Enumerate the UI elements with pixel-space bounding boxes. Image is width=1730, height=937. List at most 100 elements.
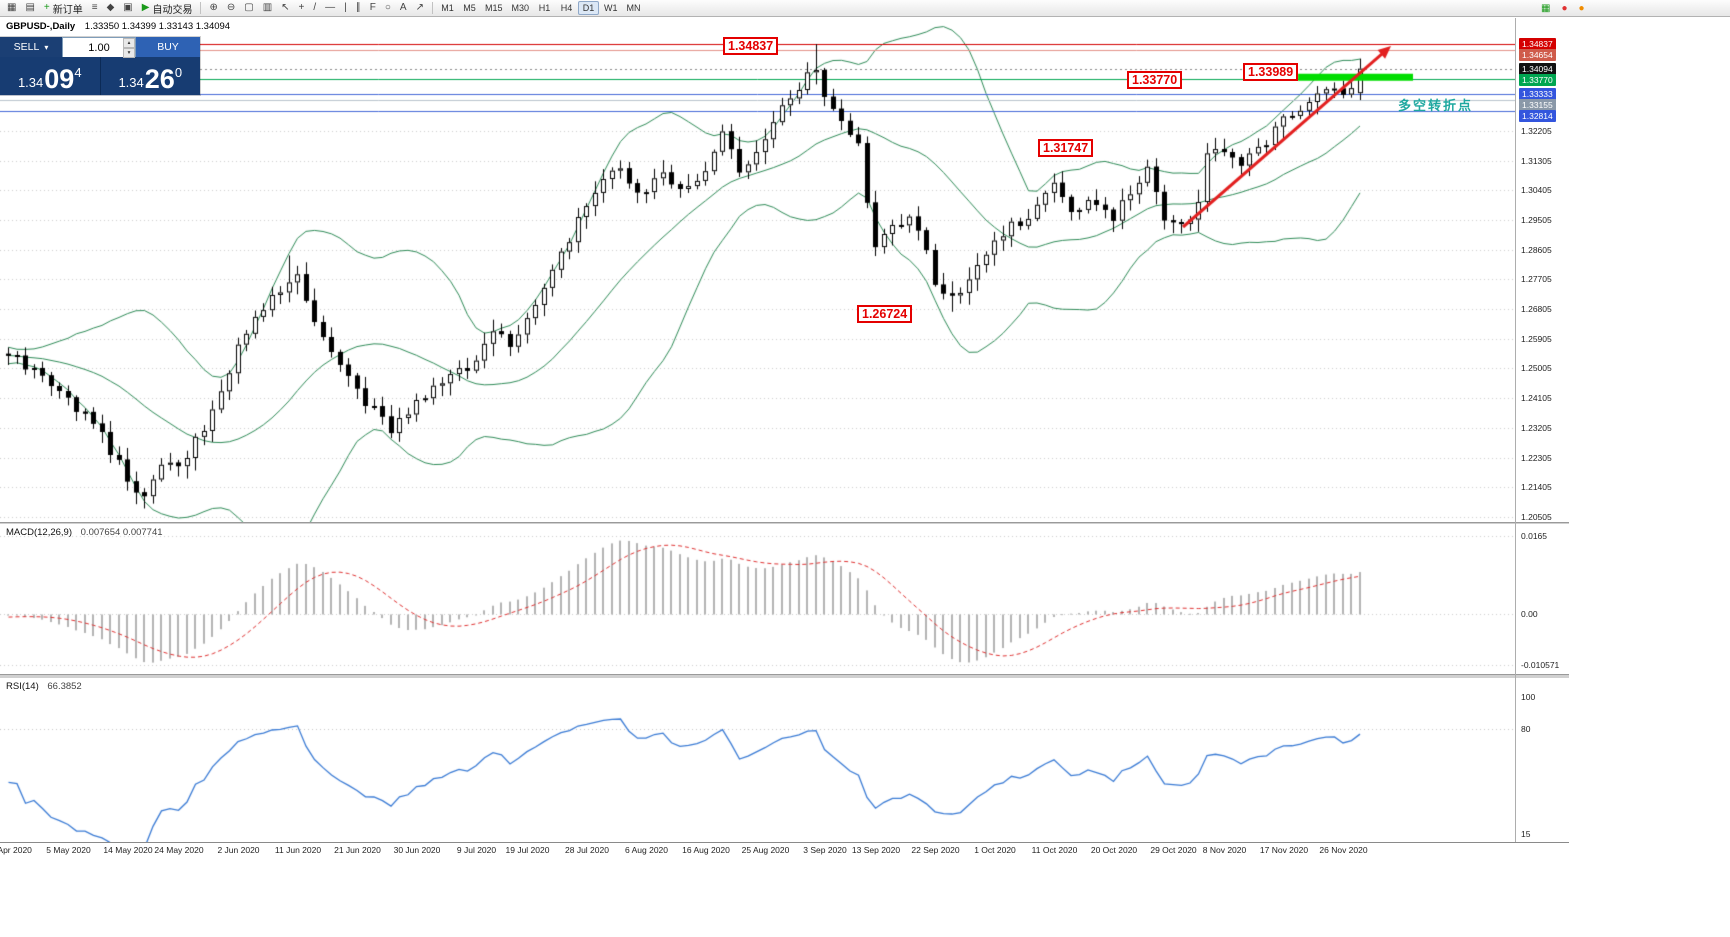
vertical-line-icon[interactable]: |	[340, 1, 351, 16]
toolbar-tools-group: ⊕ ⊖ ▢ ▥ ↖ + / — | ∥ F ○ A ↗	[205, 1, 428, 16]
arrows-tool-icon-glyph: ↗	[415, 2, 424, 13]
timeframe-d1[interactable]: D1	[578, 1, 600, 15]
date-label: 1 Oct 2020	[974, 845, 1016, 855]
rsi-value: 66.3852	[47, 681, 82, 692]
chart-window-icon[interactable]: ▤	[21, 1, 38, 16]
panel-separator[interactable]	[0, 522, 1569, 524]
rsi-axis-value: 100	[1521, 692, 1536, 703]
vertical-line-icon-glyph: |	[344, 2, 347, 13]
date-label: 6 Aug 2020	[624, 845, 668, 855]
turning-point-note[interactable]: 多空转折点	[1398, 98, 1474, 113]
autotrade-button-glyph: ▶	[141, 2, 150, 13]
price-tag: 1.33333	[1519, 87, 1556, 100]
buy-button-label: BUY	[157, 41, 179, 53]
volume-stepper: ▴ ▾	[62, 37, 136, 58]
price-annotation-box[interactable]: 1.33989	[1243, 63, 1299, 81]
price-annotation-box[interactable]: 1.31747	[1038, 139, 1094, 157]
rsi-panel-canvas[interactable]	[0, 678, 1515, 842]
date-label: 11 Jun 2020	[274, 845, 322, 855]
alert-red-dot-icon[interactable]: ●	[1557, 1, 1571, 16]
volume-up-button[interactable]: ▴	[123, 38, 135, 48]
navigator-icon-glyph: ◆	[106, 2, 115, 13]
buy-price-point: 0	[174, 65, 183, 80]
date-label: 25 Aug 2020	[741, 845, 790, 855]
new-order-button-label: 新订单	[52, 4, 83, 16]
fibonacci-icon[interactable]: F	[366, 1, 380, 16]
price-annotation-box[interactable]: 1.26724	[857, 305, 913, 323]
charts-tile-icon[interactable]: ▦	[3, 1, 20, 16]
market-watch-icon[interactable]: ≡	[88, 1, 102, 16]
toolbar-file-group: ▦ ▤ + 新订单 ≡ ◆ ▣ ▶ 自动交易	[3, 1, 196, 16]
volume-down-button[interactable]: ▾	[123, 48, 135, 58]
one-click-trading-panel: SELL ▾ ▴ ▾ BUY 1.34 09 4 1.34 2	[0, 37, 200, 95]
date-label: 13 Sep 2020	[851, 845, 901, 855]
timeframe-m30[interactable]: M30	[511, 3, 530, 13]
date-label: 30 Jun 2020	[393, 845, 441, 855]
rsi-name: RSI(14)	[6, 681, 39, 692]
date-label: 2 Jun 2020	[217, 845, 260, 855]
price-tick: 1.29505	[1521, 215, 1552, 226]
crosshair-icon[interactable]: +	[295, 1, 309, 16]
zoom-in-icon[interactable]: ⊕	[205, 1, 221, 16]
buy-price-display[interactable]: 1.34 26 0	[100, 57, 200, 95]
volume-input[interactable]	[63, 39, 135, 57]
chart-symbol-period: GBPUSD-,Daily	[6, 21, 76, 32]
new-order-button-glyph: +	[43, 2, 50, 13]
price-tag: 1.34094	[1519, 62, 1556, 75]
timeframe-h1[interactable]: H1	[538, 3, 551, 13]
buy-button[interactable]: BUY	[136, 37, 200, 57]
time-axis-line	[0, 842, 1569, 843]
price-annotation-box[interactable]: 1.34837	[723, 37, 779, 55]
price-annotation-box[interactable]: 1.33770	[1127, 71, 1183, 89]
horizontal-line-icon[interactable]: —	[321, 1, 339, 16]
toolbar-right-group: ▦ ● ●	[1537, 1, 1589, 16]
ellipse-icon[interactable]: ○	[381, 1, 395, 16]
autotrade-button[interactable]: ▶ 自动交易	[138, 1, 197, 16]
new-order-button[interactable]: + 新订单	[40, 1, 87, 16]
zoom-out-icon-glyph: ⊖	[226, 2, 236, 13]
ellipse-icon-glyph: ○	[384, 2, 391, 13]
timeframe-m5[interactable]: M5	[463, 3, 476, 13]
price-tick: 1.32205	[1521, 125, 1552, 136]
toolbar-separator	[431, 2, 433, 14]
timeframe-w1[interactable]: W1	[604, 3, 618, 13]
text-icon[interactable]: A	[396, 1, 411, 16]
panel-separator[interactable]	[0, 674, 1569, 678]
tile-windows-icon[interactable]: ▢	[240, 1, 257, 16]
fibonacci-icon-glyph: F	[369, 2, 376, 13]
channel-icon[interactable]: ∥	[352, 1, 365, 16]
buy-price-pips: 26	[144, 64, 175, 94]
alert-orange-dot-icon[interactable]: ●	[1575, 1, 1589, 16]
price-tag: 1.33770	[1519, 73, 1556, 86]
sell-price-display[interactable]: 1.34 09 4	[0, 57, 100, 95]
sell-price-big: 1.34	[17, 75, 44, 90]
date-label: 17 Nov 2020	[1259, 845, 1309, 855]
sell-button[interactable]: SELL ▾	[0, 37, 62, 57]
macd-panel-canvas[interactable]	[0, 524, 1515, 674]
price-tag: 1.34837	[1519, 38, 1556, 51]
price-tick: 1.27705	[1521, 274, 1552, 285]
charts-tile-icon-glyph: ▦	[7, 2, 17, 13]
arrows-tool-icon[interactable]: ↗	[412, 1, 428, 16]
sell-price-point: 4	[74, 65, 82, 80]
price-tick: 1.31305	[1521, 155, 1552, 166]
price-chart-canvas[interactable]	[0, 18, 1515, 522]
chart-ohlc-values: 1.33350 1.34399 1.33143 1.34094	[84, 21, 231, 32]
date-label: 16 Aug 2020	[682, 845, 730, 855]
zoom-out-icon[interactable]: ⊖	[223, 1, 239, 16]
trendline-icon-glyph: /	[313, 2, 317, 13]
timeframe-mn[interactable]: MN	[626, 3, 641, 13]
cursor-icon[interactable]: ↖	[277, 1, 293, 16]
grid-green-icon[interactable]: ▦	[1537, 1, 1554, 16]
timeframe-m1[interactable]: M1	[441, 3, 454, 13]
cascade-windows-icon[interactable]: ▥	[259, 1, 276, 16]
date-label: 26 Nov 2020	[1319, 845, 1368, 855]
terminal-icon[interactable]: ▣	[119, 1, 136, 16]
macd-axis-value: 0.0165	[1521, 530, 1547, 541]
timeframe-h4[interactable]: H4	[560, 3, 573, 13]
trendline-icon[interactable]: /	[309, 1, 320, 16]
alert-orange-dot-icon-glyph: ●	[1578, 2, 1585, 14]
timeframe-m15[interactable]: M15	[484, 3, 503, 13]
navigator-icon[interactable]: ◆	[103, 1, 119, 16]
